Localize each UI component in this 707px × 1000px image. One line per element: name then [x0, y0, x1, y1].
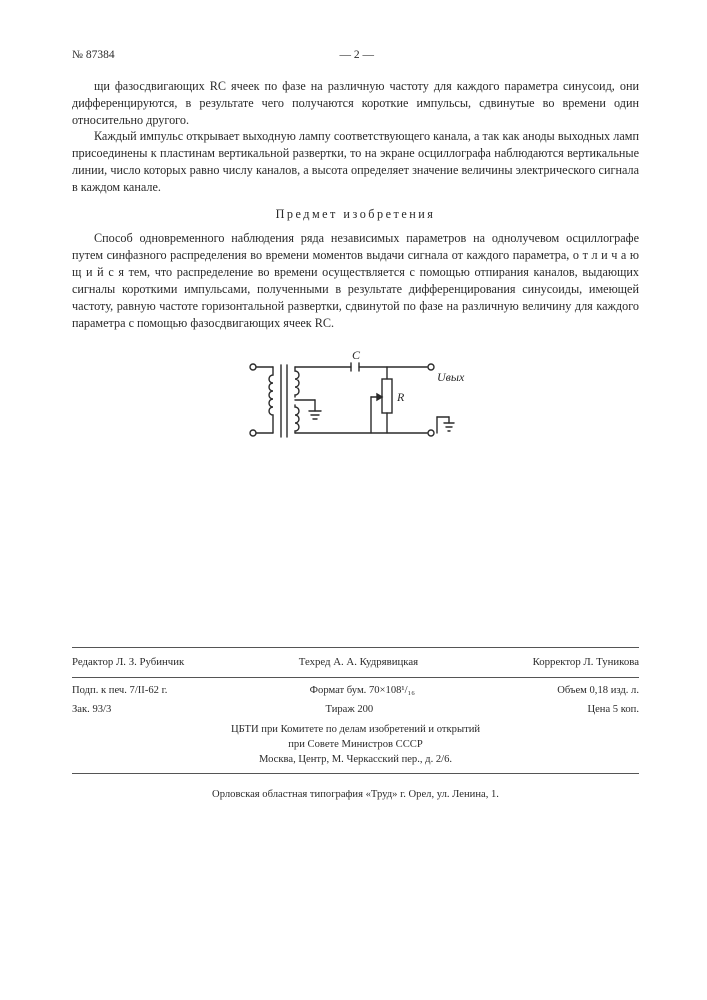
order-no: Зак. 93/3: [72, 703, 111, 718]
paragraph-1: щи фазосдвигающих RC ячеек по фазе на ра…: [72, 78, 639, 128]
label-out: Uвых: [437, 370, 465, 384]
section-title: Предмет изобретения: [72, 206, 639, 223]
corrector: Корректор Л. Туникова: [533, 655, 639, 670]
org-line-2: при Совете Министров СССР: [72, 738, 639, 753]
pub-volume: Объем 0,18 изд. л.: [557, 684, 639, 699]
rule-3: [72, 773, 639, 774]
tirage: Тираж 200: [326, 703, 374, 718]
label-c: C: [352, 348, 361, 362]
pubinfo-row-2: Зак. 93/3 Тираж 200 Цена 5 коп.: [72, 701, 639, 720]
circuit-diagram: C R Uвых: [72, 345, 639, 460]
pub-format: Формат бум. 70×108¹/₁₆: [310, 684, 415, 699]
pub-date: Подп. к печ. 7/II-62 г.: [72, 684, 167, 699]
rule-1: [72, 647, 639, 648]
pubinfo-row-1: Подп. к печ. 7/II-62 г. Формат бум. 70×1…: [72, 682, 639, 701]
editor: Редактор Л. З. Рубинчик: [72, 655, 184, 670]
credits-row: Редактор Л. З. Рубинчик Техред А. А. Куд…: [72, 652, 639, 673]
techred: Техред А. А. Кудрявицкая: [299, 655, 418, 670]
price: Цена 5 коп.: [587, 703, 639, 718]
doc-number: № 87384: [72, 48, 115, 64]
org-line-3: Москва, Центр, М. Черкасский пер., д. 2/…: [72, 753, 639, 768]
org-block: ЦБТИ при Комитете по делам изобретений и…: [72, 723, 639, 767]
header-row: № 87384 — 2 —: [72, 48, 639, 64]
label-r: R: [396, 390, 405, 404]
spacer: [72, 468, 639, 643]
body-text: щи фазосдвигающих RC ячеек по фазе на ра…: [72, 78, 639, 332]
rule-2: [72, 677, 639, 678]
paragraph-2: Каждый импульс открывает выходную лампу …: [72, 128, 639, 195]
paragraph-3: Способ одновременного наблюдения ряда не…: [72, 230, 639, 331]
page-marker: — 2 —: [340, 48, 375, 64]
org-line-1: ЦБТИ при Комитете по делам изобретений и…: [72, 723, 639, 738]
footer-line: Орловская областная типография «Труд» г.…: [72, 788, 639, 803]
